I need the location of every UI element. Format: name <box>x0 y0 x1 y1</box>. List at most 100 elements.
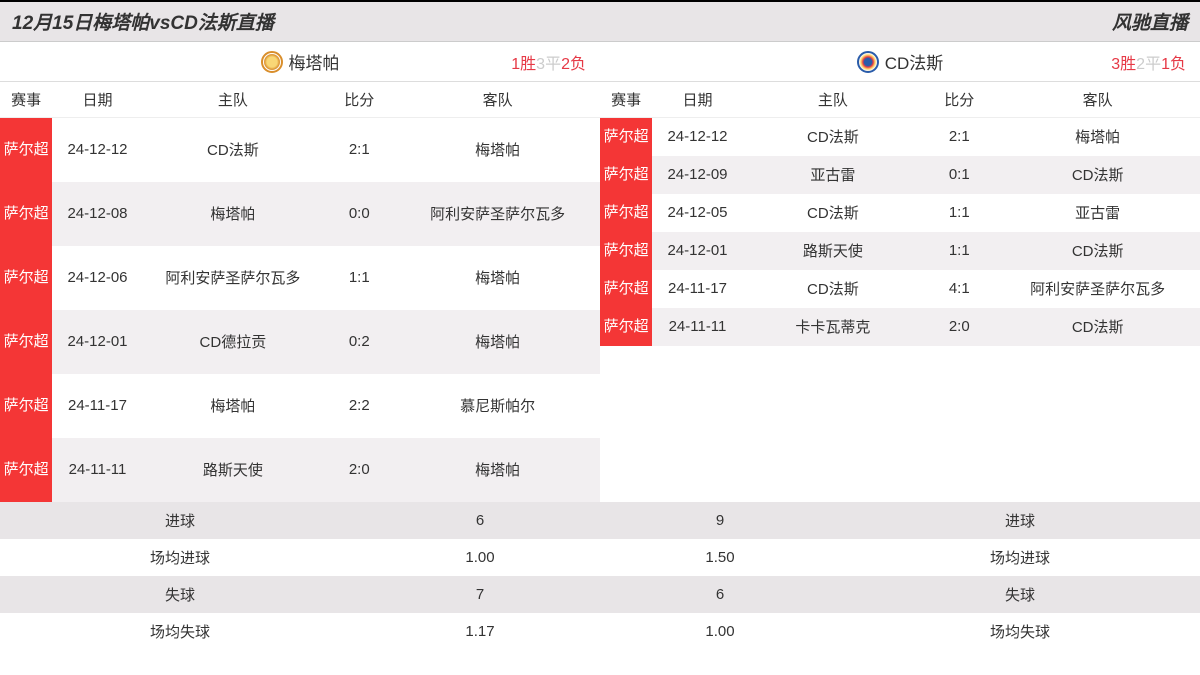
score-cell: 1:1 <box>923 232 995 270</box>
stats-section: 进球6场均进球1.00失球7场均失球1.17 9进球1.50场均进球6失球1.0… <box>0 502 1200 650</box>
date-cell: 24-12-12 <box>52 118 142 182</box>
right-team-header: CD法斯 3胜2平1负 <box>600 42 1200 82</box>
stats-row: 场均失球1.17 <box>0 613 600 650</box>
stats-row: 1.50场均进球 <box>600 539 1200 576</box>
right-team-logo-icon <box>857 51 879 73</box>
table-row[interactable]: 萨尔超24-11-17梅塔帕2:2慕尼斯帕尔 <box>0 374 600 438</box>
date-cell: 24-11-17 <box>652 270 742 308</box>
table-row[interactable]: 萨尔超24-12-06阿利安萨圣萨尔瓦多1:1梅塔帕 <box>0 246 600 310</box>
league-cell: 萨尔超 <box>600 232 652 270</box>
right-panel: CD法斯 3胜2平1负 赛事 日期 主队 比分 客队 萨尔超24-12-12CD… <box>600 42 1200 502</box>
home-team-cell: 路斯天使 <box>743 232 924 270</box>
score-cell: 1:1 <box>923 194 995 232</box>
table-row[interactable]: 萨尔超24-12-08梅塔帕0:0阿利安萨圣萨尔瓦多 <box>0 182 600 246</box>
date-cell: 24-12-01 <box>652 232 742 270</box>
away-team-cell: 梅塔帕 <box>395 310 600 374</box>
league-cell: 萨尔超 <box>0 374 52 438</box>
score-cell: 2:1 <box>923 118 995 156</box>
stats-row: 1.00场均失球 <box>600 613 1200 650</box>
home-team-cell: 亚古雷 <box>743 156 924 194</box>
league-cell: 萨尔超 <box>600 270 652 308</box>
col-away: 客队 <box>395 82 600 118</box>
table-row[interactable]: 萨尔超24-12-09亚古雷0:1CD法斯 <box>600 156 1200 194</box>
date-cell: 24-11-11 <box>652 308 742 346</box>
home-team-cell: CD法斯 <box>743 194 924 232</box>
stats-label: 进球 <box>0 502 360 539</box>
score-cell: 2:2 <box>323 374 395 438</box>
table-header-row: 赛事 日期 主队 比分 客队 <box>0 82 600 118</box>
stats-row: 进球6 <box>0 502 600 539</box>
away-team-cell: 阿利安萨圣萨尔瓦多 <box>995 270 1200 308</box>
date-cell: 24-12-08 <box>52 182 142 246</box>
stats-row: 9进球 <box>600 502 1200 539</box>
col-event: 赛事 <box>0 82 52 118</box>
league-cell: 萨尔超 <box>0 438 52 502</box>
stats-value: 1.50 <box>600 539 840 576</box>
page-title: 12月15日梅塔帕vsCD法斯直播 <box>12 8 274 35</box>
home-team-cell: CD法斯 <box>743 270 924 308</box>
left-matches-table: 赛事 日期 主队 比分 客队 萨尔超24-12-12CD法斯2:1梅塔帕萨尔超2… <box>0 82 600 502</box>
home-team-cell: CD法斯 <box>743 118 924 156</box>
stats-label: 失球 <box>840 576 1200 613</box>
stats-left: 进球6场均进球1.00失球7场均失球1.17 <box>0 502 600 650</box>
score-cell: 4:1 <box>923 270 995 308</box>
left-team-name: 梅塔帕 <box>289 49 340 74</box>
away-team-cell: 慕尼斯帕尔 <box>395 374 600 438</box>
stats-row: 失球7 <box>0 576 600 613</box>
stats-label: 场均失球 <box>840 613 1200 650</box>
stats-left-table: 进球6场均进球1.00失球7场均失球1.17 <box>0 502 600 650</box>
table-row[interactable]: 萨尔超24-12-12CD法斯2:1梅塔帕 <box>600 118 1200 156</box>
score-cell: 1:1 <box>323 246 395 310</box>
league-cell: 萨尔超 <box>0 310 52 374</box>
away-team-cell: 梅塔帕 <box>395 246 600 310</box>
away-team-cell: 亚古雷 <box>995 194 1200 232</box>
date-cell: 24-12-09 <box>652 156 742 194</box>
col-score: 比分 <box>323 82 395 118</box>
stats-value: 1.00 <box>600 613 840 650</box>
away-team-cell: 梅塔帕 <box>395 438 600 502</box>
away-team-cell: 梅塔帕 <box>395 118 600 182</box>
table-row[interactable]: 萨尔超24-12-12CD法斯2:1梅塔帕 <box>0 118 600 182</box>
left-panel: 梅塔帕 1胜3平2负 赛事 日期 主队 比分 客队 萨尔超24-12-12CD法… <box>0 42 600 502</box>
date-cell: 24-11-17 <box>52 374 142 438</box>
table-row[interactable]: 萨尔超24-12-01CD德拉贡0:2梅塔帕 <box>0 310 600 374</box>
league-cell: 萨尔超 <box>0 246 52 310</box>
date-cell: 24-12-12 <box>652 118 742 156</box>
away-team-cell: CD法斯 <box>995 232 1200 270</box>
table-row[interactable]: 萨尔超24-11-11卡卡瓦蒂克2:0CD法斯 <box>600 308 1200 346</box>
col-date: 日期 <box>52 82 142 118</box>
league-cell: 萨尔超 <box>0 182 52 246</box>
left-team-header: 梅塔帕 1胜3平2负 <box>0 42 600 82</box>
score-cell: 2:0 <box>323 438 395 502</box>
table-row[interactable]: 萨尔超24-12-01路斯天使1:1CD法斯 <box>600 232 1200 270</box>
table-row[interactable]: 萨尔超24-11-11路斯天使2:0梅塔帕 <box>0 438 600 502</box>
home-team-cell: 梅塔帕 <box>143 374 324 438</box>
table-row[interactable]: 萨尔超24-11-17CD法斯4:1阿利安萨圣萨尔瓦多 <box>600 270 1200 308</box>
table-row[interactable]: 萨尔超24-12-05CD法斯1:1亚古雷 <box>600 194 1200 232</box>
stats-label: 进球 <box>840 502 1200 539</box>
away-team-cell: CD法斯 <box>995 308 1200 346</box>
stats-label: 场均进球 <box>840 539 1200 576</box>
right-matches-table: 赛事 日期 主队 比分 客队 萨尔超24-12-12CD法斯2:1梅塔帕萨尔超2… <box>600 82 1200 346</box>
score-cell: 2:0 <box>923 308 995 346</box>
stats-label: 失球 <box>0 576 360 613</box>
league-cell: 萨尔超 <box>600 156 652 194</box>
league-cell: 萨尔超 <box>0 118 52 182</box>
left-record: 1胜3平2负 <box>511 50 586 74</box>
col-date: 日期 <box>652 82 742 118</box>
league-cell: 萨尔超 <box>600 118 652 156</box>
away-team-cell: 阿利安萨圣萨尔瓦多 <box>395 182 600 246</box>
stats-row: 场均进球1.00 <box>0 539 600 576</box>
stats-value: 6 <box>360 502 600 539</box>
stats-right: 9进球1.50场均进球6失球1.00场均失球 <box>600 502 1200 650</box>
left-team-logo-icon <box>261 51 283 73</box>
page-header: 12月15日梅塔帕vsCD法斯直播 风驰直播 <box>0 0 1200 42</box>
main-content: 梅塔帕 1胜3平2负 赛事 日期 主队 比分 客队 萨尔超24-12-12CD法… <box>0 42 1200 502</box>
home-team-cell: CD法斯 <box>143 118 324 182</box>
right-team-name: CD法斯 <box>885 49 944 74</box>
stats-value: 1.00 <box>360 539 600 576</box>
date-cell: 24-12-05 <box>652 194 742 232</box>
home-team-cell: CD德拉贡 <box>143 310 324 374</box>
away-team-cell: 梅塔帕 <box>995 118 1200 156</box>
right-record: 3胜2平1负 <box>1111 50 1186 74</box>
